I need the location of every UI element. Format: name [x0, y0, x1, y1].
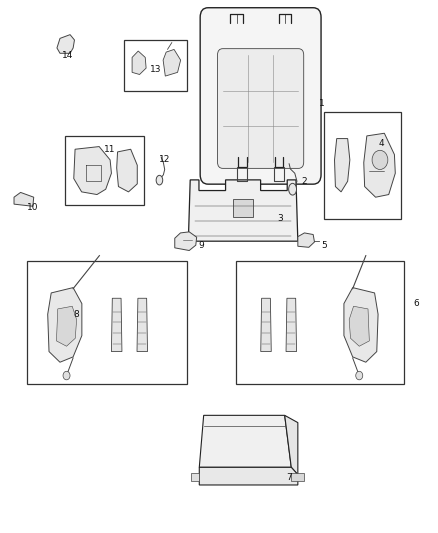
- Circle shape: [356, 372, 363, 380]
- Ellipse shape: [289, 183, 297, 195]
- Polygon shape: [175, 232, 197, 251]
- Circle shape: [63, 372, 70, 380]
- Polygon shape: [57, 35, 74, 53]
- Polygon shape: [48, 288, 82, 362]
- Polygon shape: [137, 298, 148, 352]
- Polygon shape: [285, 415, 298, 474]
- Polygon shape: [199, 467, 298, 485]
- Polygon shape: [57, 306, 77, 346]
- Bar: [27, 261, 187, 384]
- Text: 9: 9: [198, 241, 205, 249]
- Bar: [324, 112, 401, 219]
- FancyBboxPatch shape: [200, 8, 321, 184]
- Text: 2: 2: [302, 177, 307, 185]
- Text: 14: 14: [62, 52, 74, 60]
- Polygon shape: [335, 139, 350, 192]
- Ellipse shape: [156, 175, 162, 185]
- Polygon shape: [191, 472, 199, 481]
- FancyBboxPatch shape: [218, 49, 304, 168]
- Polygon shape: [199, 415, 291, 467]
- Bar: [124, 40, 187, 91]
- Polygon shape: [111, 298, 122, 352]
- Polygon shape: [298, 233, 314, 247]
- Text: 7: 7: [286, 473, 292, 481]
- Text: 13: 13: [150, 65, 161, 74]
- Polygon shape: [291, 472, 304, 481]
- Text: 5: 5: [321, 241, 327, 249]
- Text: 10: 10: [27, 204, 39, 212]
- Polygon shape: [188, 180, 298, 241]
- Polygon shape: [163, 50, 180, 76]
- Bar: [65, 136, 144, 205]
- Polygon shape: [349, 306, 369, 346]
- Polygon shape: [364, 133, 395, 197]
- Polygon shape: [132, 51, 146, 75]
- Text: 6: 6: [413, 300, 419, 308]
- Polygon shape: [117, 149, 137, 192]
- Text: 12: 12: [159, 156, 170, 164]
- Bar: [233, 198, 253, 217]
- Polygon shape: [286, 298, 297, 352]
- Polygon shape: [74, 147, 111, 195]
- Text: 4: 4: [378, 140, 384, 148]
- Bar: [236, 261, 404, 384]
- Text: 11: 11: [104, 145, 115, 154]
- Circle shape: [372, 150, 388, 169]
- Polygon shape: [261, 298, 271, 352]
- Text: 3: 3: [277, 214, 283, 223]
- Polygon shape: [344, 288, 378, 362]
- Polygon shape: [14, 192, 34, 206]
- Text: 8: 8: [74, 310, 80, 319]
- Text: 1: 1: [319, 100, 325, 108]
